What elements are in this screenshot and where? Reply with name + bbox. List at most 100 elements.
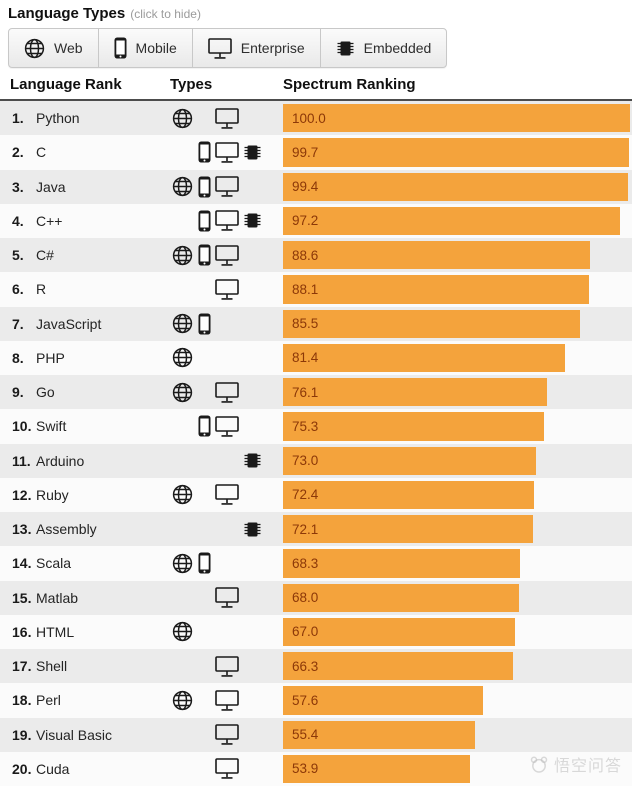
language-name: Python: [36, 110, 80, 127]
language-name: Java: [36, 178, 66, 195]
ranking-value: 85.5: [292, 316, 319, 332]
ranking-bar: 99.4: [283, 172, 628, 201]
table-row: 17. Shell 66.3: [0, 649, 632, 684]
ranking-bar: 76.1: [283, 378, 548, 407]
mobile-icon: [194, 141, 214, 163]
enterprise-icon: [214, 758, 240, 780]
types-cell: [170, 375, 264, 409]
mobile-icon: [194, 210, 214, 232]
table-row: 2. C 99.7: [0, 135, 632, 170]
filter-embedded-button[interactable]: Embedded: [319, 29, 447, 67]
bar-cell: 100.0: [283, 104, 630, 133]
types-cell: [170, 718, 264, 752]
mobile-icon: [194, 313, 214, 335]
language-name: C#: [36, 247, 54, 264]
filter-mobile-button[interactable]: Mobile: [97, 29, 192, 67]
filter-web-button[interactable]: Web: [9, 29, 98, 67]
table-row: 14. Scala 68.3: [0, 546, 632, 581]
column-spectrum-ranking[interactable]: Spectrum Ranking: [283, 76, 416, 93]
bar-cell: 53.9: [283, 754, 630, 783]
ranking-bar: 100.0: [283, 104, 630, 133]
enterprise-icon: [214, 724, 240, 745]
language-name: Go: [36, 384, 55, 401]
filter-button-group: Web Mobile Enterprise Embedded: [8, 28, 448, 68]
ranking-value: 76.1: [292, 384, 319, 400]
enterprise-icon: [214, 484, 240, 506]
rank-label: 1.: [12, 110, 24, 127]
enterprise-icon: [214, 587, 240, 608]
filter-enterprise-button[interactable]: Enterprise: [191, 29, 320, 67]
ranking-bar: 66.3: [283, 652, 514, 681]
web-icon: [170, 484, 194, 505]
mobile-icon: [194, 176, 214, 198]
ranking-bar: 88.1: [283, 275, 589, 304]
column-types: Types: [170, 76, 213, 93]
bar-cell: 99.4: [283, 172, 630, 201]
rank-label: 2.: [12, 144, 24, 161]
bar-cell: 88.6: [283, 241, 630, 270]
types-cell: [170, 615, 264, 649]
rank-label: 5.: [12, 247, 24, 264]
rank-label: 10.: [12, 418, 32, 435]
web-icon: [170, 382, 194, 403]
enterprise-icon: [214, 279, 240, 300]
language-name: HTML: [36, 623, 75, 640]
table-row: 12. Ruby 72.4: [0, 477, 632, 512]
enterprise-icon: [214, 176, 240, 197]
ranking-bar: 88.6: [283, 241, 591, 270]
ranking-value: 75.3: [292, 418, 319, 434]
section-header[interactable]: Language Types (click to hide): [8, 4, 624, 24]
ranking-bar: 72.1: [283, 515, 534, 544]
types-cell: [170, 204, 264, 238]
table-row: 3. Java 99.4: [0, 169, 632, 204]
enterprise-icon: [214, 655, 240, 677]
rank-label: 18.: [12, 692, 32, 709]
bar-cell: 75.3: [283, 412, 630, 441]
mobile-icon: [194, 415, 214, 437]
web-icon: [170, 690, 194, 711]
types-cell: [170, 649, 264, 683]
ranking-bar: 72.4: [283, 480, 535, 509]
ranking-value: 66.3: [292, 658, 319, 674]
types-cell: [170, 409, 264, 443]
enterprise-icon: [214, 210, 240, 232]
rank-label: 19.: [12, 726, 32, 743]
ranking-bar: 57.6: [283, 686, 483, 715]
language-name: Scala: [36, 555, 72, 572]
web-icon: [170, 176, 194, 197]
bar-cell: 73.0: [283, 446, 630, 475]
ranking-value: 73.0: [292, 453, 319, 469]
mobile-icon: [194, 552, 214, 574]
bar-cell: 68.0: [283, 583, 630, 612]
types-cell: [170, 341, 264, 375]
bar-cell: 67.0: [283, 617, 630, 646]
table-row: 13. Assembly 72.1: [0, 512, 632, 547]
web-icon: [170, 245, 194, 266]
table-row: 9. Go 76.1: [0, 375, 632, 410]
types-cell: [170, 238, 264, 272]
bar-cell: 68.3: [283, 549, 630, 578]
ranking-bar: 68.3: [283, 549, 520, 578]
bar-cell: 55.4: [283, 720, 630, 749]
enterprise-icon: [214, 142, 240, 163]
types-cell: [170, 444, 264, 478]
table-row: 15. Matlab 68.0: [0, 580, 632, 615]
ranking-value: 100.0: [292, 110, 326, 126]
enterprise-icon: [214, 416, 240, 437]
types-cell: [170, 581, 264, 615]
ranking-value: 57.6: [292, 692, 319, 708]
column-language-rank[interactable]: Language Rank: [10, 76, 122, 93]
table-row: 4. C++ 97.2: [0, 203, 632, 238]
web-icon: [24, 38, 45, 59]
rank-label: 20.: [12, 760, 32, 777]
rank-label: 13.: [12, 521, 32, 538]
types-cell: [170, 170, 264, 204]
bar-cell: 88.1: [283, 275, 630, 304]
web-icon: [170, 108, 194, 129]
language-name: Arduino: [36, 452, 85, 469]
types-cell: [170, 272, 264, 306]
language-name: Assembly: [36, 521, 97, 538]
enterprise-icon: [214, 690, 240, 711]
language-name: Cuda: [36, 760, 70, 777]
